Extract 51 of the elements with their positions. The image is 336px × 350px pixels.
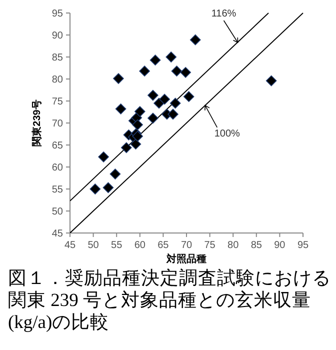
point [150,54,161,66]
y-tick-label: 60 [52,162,64,174]
text: 図１．奨励品種決定調査試験における関東 239 号と対象品種との玄米収量(kg/a)の比較 [8,268,332,334]
x-tick-label: 65 [158,240,170,251]
y-tick-label: 50 [52,206,64,218]
point [139,66,150,76]
x-tick-label: 95 [297,240,309,251]
point [110,168,121,180]
annotation: 116% [211,8,236,20]
y-axis-title: 関東239号 [31,100,43,146]
annotation: 100% [214,128,240,140]
point [132,119,143,130]
point [266,75,277,86]
point [168,108,178,120]
point [166,52,177,62]
point [170,98,181,109]
point [183,91,194,102]
point [180,67,191,78]
point [120,142,132,154]
point [102,182,114,194]
x-tick-label: 70 [180,240,192,251]
x-tick-label: 85 [250,240,262,251]
x-tick-label: 45 [64,240,76,251]
point [90,184,101,194]
y-tick-label: 55 [52,184,64,196]
point [132,130,143,142]
point [98,151,109,162]
point [190,34,201,46]
y-tick-label: 45 [52,228,64,240]
point [134,106,146,117]
x-tick-label: 55 [111,240,123,251]
y-tick-label: 90 [52,30,64,42]
y-tick-label: 80 [52,74,64,86]
y-tick-label: 70 [52,118,64,130]
y-tick-label: 75 [52,96,64,108]
point [148,112,158,124]
y-tick-label: 85 [52,52,64,64]
x-tick-label: 60 [134,240,146,251]
y-tick-label: 65 [52,140,64,152]
x-tick-label: 80 [228,240,240,251]
x-tick-label: 75 [204,240,216,251]
x-axis-title: 対照品種 [166,253,206,265]
point [159,94,170,105]
point [113,73,124,84]
point [115,104,126,114]
y-tick-label: 95 [52,8,64,20]
point [148,90,158,101]
point [130,138,142,150]
x-tick-label: 50 [88,240,100,251]
point [171,66,182,76]
x-tick-label: 90 [274,240,286,251]
